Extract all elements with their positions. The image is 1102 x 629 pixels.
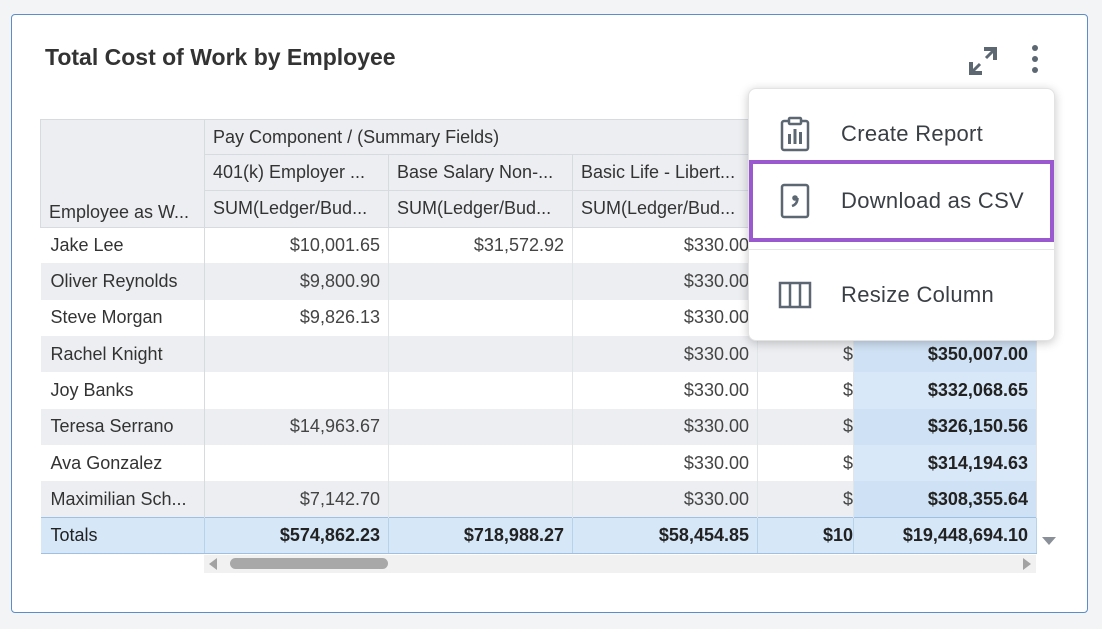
expand-button[interactable] (966, 44, 1000, 78)
menu-item-label: Resize Column (841, 282, 995, 307)
table-cell: $330.00 (572, 299, 758, 336)
menu-item-label: Create Report (841, 121, 984, 146)
table-cell: $330.00 (572, 372, 758, 409)
row-label: Teresa Serrano (40, 408, 205, 445)
table-cell (388, 263, 573, 300)
table-row: Teresa Serrano $14,963.67 $330.00 $ $326,150… (40, 408, 1037, 445)
table-cell (388, 335, 573, 373)
table-cell: $ (757, 481, 854, 518)
table-cell (204, 372, 389, 409)
more-vertical-icon (1032, 45, 1038, 51)
scroll-down-arrow[interactable] (1042, 537, 1056, 545)
row-label: Joy Banks (40, 372, 205, 409)
table-cell: $14,963.67 (204, 408, 389, 445)
table-cell: $ (757, 335, 854, 373)
table-cell: $326,150.56 (853, 408, 1037, 445)
table-cell (388, 299, 573, 336)
table-cell: $ (757, 372, 854, 409)
row-label: Steve Morgan (40, 299, 205, 336)
table-cell: $330.00 (572, 481, 758, 518)
table-cell: $330.00 (572, 335, 758, 373)
table-cell: $350,007.00 (853, 335, 1037, 373)
row-header[interactable]: Employee as W... (40, 119, 205, 228)
table-row: Maximilian Sch... $7,142.70 $330.00 $ $308,3… (40, 481, 1037, 518)
table-cell: $332,068.65 (853, 372, 1037, 409)
expand-icon (969, 47, 997, 75)
menu-item-resize-column[interactable]: Resize Column (749, 265, 1054, 325)
totals-cell: $574,862.23 (204, 516, 389, 555)
field-header[interactable]: SUM(Ledger/Bud... (204, 190, 389, 228)
totals-cell: $10 (757, 516, 854, 555)
scrollbar-thumb[interactable] (230, 558, 388, 569)
scroll-right-arrow[interactable] (1023, 558, 1031, 570)
table-cell: $ (757, 444, 854, 482)
table-cell: $330.00 (572, 263, 758, 300)
comma-file-icon (775, 181, 815, 221)
context-menu: Create Report Download as CSV Resize Col… (748, 88, 1055, 341)
row-label: Rachel Knight (40, 335, 205, 373)
field-header[interactable]: SUM(Ledger/Bud... (572, 190, 758, 228)
scroll-left-arrow[interactable] (209, 558, 217, 570)
menu-item-download-csv[interactable]: Download as CSV (749, 160, 1054, 242)
column-resize-icon (775, 275, 815, 315)
table-cell (388, 372, 573, 409)
column-header[interactable]: Base Salary Non-... (388, 153, 573, 192)
row-label: Oliver Reynolds (40, 263, 205, 300)
menu-item-label: Download as CSV (841, 188, 1025, 213)
table-cell: $314,194.63 (853, 444, 1037, 482)
table-cell: $330.00 (572, 227, 758, 264)
table-cell: $9,826.13 (204, 299, 389, 336)
field-header[interactable]: SUM(Ledger/Bud... (388, 190, 573, 228)
menu-item-create-report[interactable]: Create Report (749, 104, 1054, 164)
horizontal-scrollbar[interactable] (204, 555, 1036, 573)
column-header[interactable]: 401(k) Employer ... (204, 153, 389, 192)
table-cell: $330.00 (572, 408, 758, 445)
table-row: Joy Banks $330.00 $ $332,068.65 (40, 372, 1037, 409)
table-cell: $10,001.65 (204, 227, 389, 264)
table-row: Rachel Knight $330.00 $ $350,007.00 (40, 335, 1037, 373)
totals-row: Totals $574,862.23 $718,988.27 $58,454.85 $1… (40, 516, 1037, 555)
table-row: Ava Gonzalez $330.00 $ $314,194.63 (40, 444, 1037, 482)
table-cell: $7,142.70 (204, 481, 389, 518)
totals-cell: $58,454.85 (572, 516, 758, 555)
column-header[interactable]: Basic Life - Libert... (572, 153, 758, 192)
table-cell (388, 481, 573, 518)
table-cell (204, 335, 389, 373)
totals-cell: $718,988.27 (388, 516, 573, 555)
menu-divider (749, 249, 1054, 250)
table-cell (388, 408, 573, 445)
table-cell: $ (757, 408, 854, 445)
clipboard-report-icon (775, 114, 815, 154)
table-cell: $31,572.92 (388, 227, 573, 264)
row-label: Maximilian Sch... (40, 481, 205, 518)
more-options-button[interactable] (1024, 44, 1046, 78)
totals-label: Totals (40, 516, 205, 555)
totals-cell: $19,448,694.10 (853, 516, 1037, 555)
table-cell: $308,355.64 (853, 481, 1037, 518)
table-cell: $9,800.90 (204, 263, 389, 300)
row-label: Ava Gonzalez (40, 444, 205, 482)
row-label: Jake Lee (40, 227, 205, 264)
card-title: Total Cost of Work by Employee (45, 44, 396, 70)
table-cell (388, 444, 573, 482)
table-cell: $330.00 (572, 444, 758, 482)
table-cell (204, 444, 389, 482)
